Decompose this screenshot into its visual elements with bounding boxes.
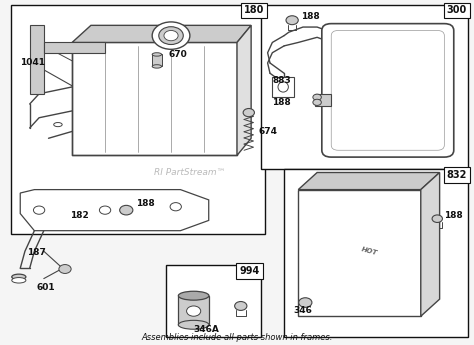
- Text: HOT: HOT: [360, 246, 378, 256]
- Polygon shape: [20, 190, 209, 231]
- Polygon shape: [44, 42, 105, 53]
- Circle shape: [159, 27, 183, 45]
- Text: 832: 832: [447, 170, 467, 180]
- Text: 994: 994: [239, 266, 260, 276]
- Text: 188: 188: [136, 199, 155, 208]
- Text: 346: 346: [293, 306, 312, 315]
- Polygon shape: [273, 77, 293, 97]
- Polygon shape: [30, 25, 44, 94]
- Text: 187: 187: [27, 248, 46, 257]
- Circle shape: [152, 22, 190, 49]
- Circle shape: [299, 298, 312, 307]
- Bar: [261, 5, 468, 169]
- Text: 883: 883: [273, 76, 291, 85]
- Polygon shape: [298, 190, 421, 316]
- Circle shape: [235, 302, 247, 310]
- Circle shape: [243, 109, 255, 117]
- Circle shape: [286, 16, 298, 24]
- Circle shape: [313, 99, 321, 106]
- Text: 188: 188: [301, 12, 319, 21]
- FancyBboxPatch shape: [322, 24, 454, 157]
- Text: 300: 300: [447, 6, 467, 16]
- Bar: [178, 296, 209, 325]
- Polygon shape: [72, 25, 251, 42]
- Text: 601: 601: [36, 283, 55, 292]
- Text: 188: 188: [273, 98, 291, 107]
- Text: 346A: 346A: [193, 325, 219, 334]
- Ellipse shape: [178, 291, 209, 300]
- Ellipse shape: [178, 321, 209, 329]
- Bar: [166, 265, 261, 337]
- Text: 670: 670: [169, 50, 187, 59]
- Circle shape: [164, 30, 178, 41]
- Polygon shape: [237, 25, 251, 155]
- Circle shape: [432, 215, 442, 223]
- Polygon shape: [421, 172, 439, 316]
- Polygon shape: [72, 42, 237, 155]
- Ellipse shape: [152, 53, 162, 56]
- Text: 180: 180: [244, 6, 264, 16]
- Text: 182: 182: [70, 211, 89, 220]
- Text: 674: 674: [258, 127, 277, 136]
- Circle shape: [119, 205, 133, 215]
- Polygon shape: [315, 94, 331, 106]
- Bar: [11, 5, 265, 234]
- Bar: [284, 169, 468, 337]
- Circle shape: [313, 94, 321, 100]
- Ellipse shape: [152, 65, 162, 68]
- Ellipse shape: [187, 306, 201, 316]
- Text: RI PartStream™: RI PartStream™: [154, 168, 226, 177]
- Text: Assemblies include all parts shown in frames.: Assemblies include all parts shown in fr…: [141, 333, 333, 342]
- Polygon shape: [298, 172, 439, 190]
- Text: 188: 188: [444, 211, 463, 220]
- Bar: [152, 54, 162, 66]
- Circle shape: [59, 265, 71, 274]
- Ellipse shape: [12, 274, 26, 279]
- Ellipse shape: [12, 278, 26, 283]
- Text: 1041: 1041: [20, 59, 45, 68]
